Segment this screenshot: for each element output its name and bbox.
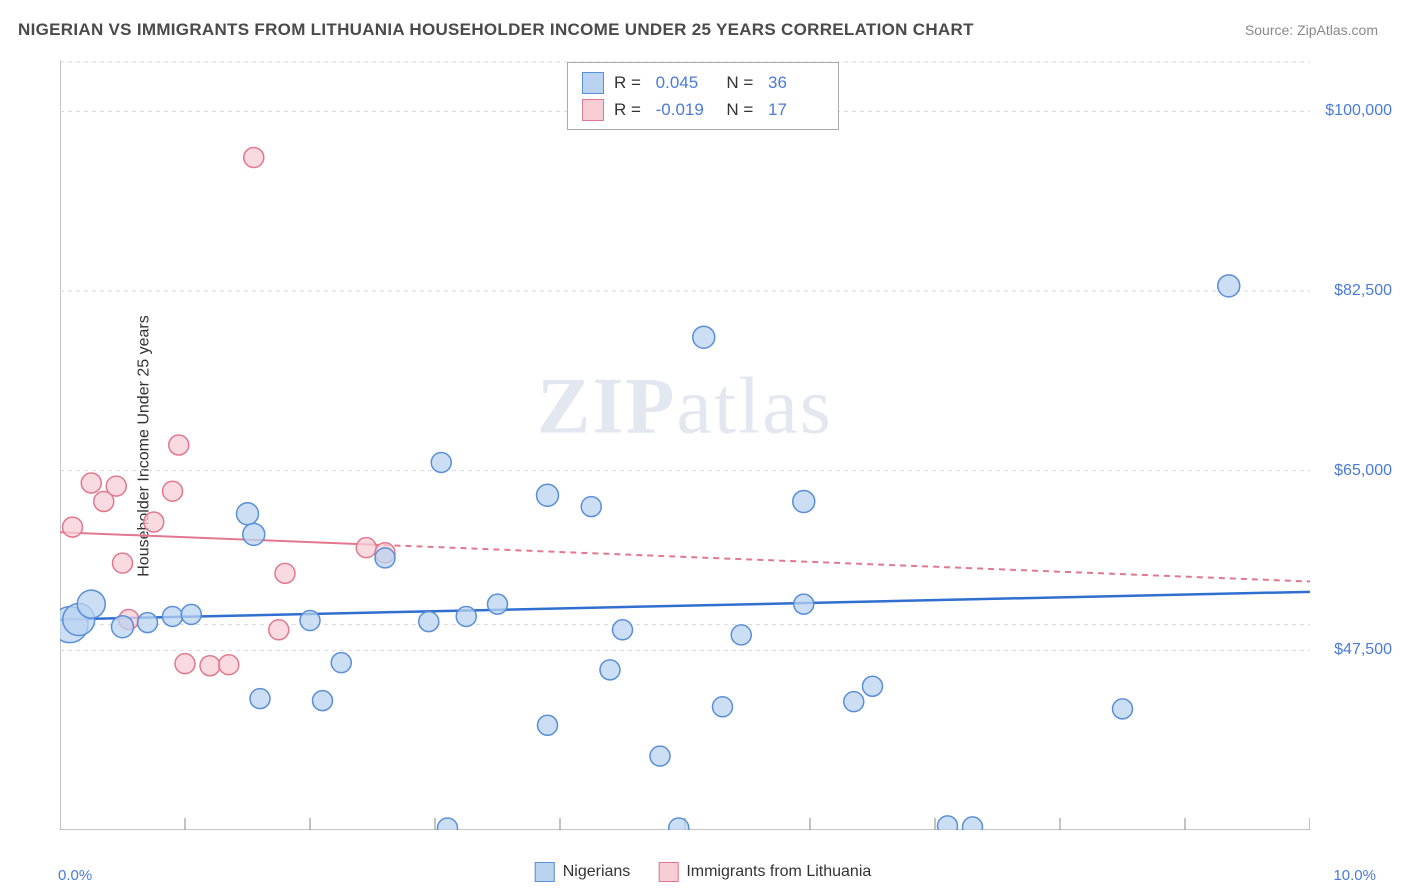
x-max-label: 10.0%: [1333, 867, 1376, 884]
y-tick-label: $82,500: [1334, 282, 1392, 300]
stats-row: R = -0.019 N = 17: [582, 96, 824, 123]
y-tick-label: $47,500: [1334, 641, 1392, 659]
swatch-icon: [658, 862, 678, 882]
swatch-icon: [582, 99, 604, 121]
source-label: Source: ZipAtlas.com: [1245, 22, 1378, 38]
legend-item: Immigrants from Lithuania: [658, 862, 871, 882]
legend-item: Nigerians: [535, 862, 631, 882]
scatter-plot: ZIPatlas $47,500$65,000$82,500$100,000: [60, 60, 1310, 830]
legend-label: Immigrants from Lithuania: [686, 863, 871, 881]
swatch-icon: [582, 72, 604, 94]
n-value: 36: [768, 69, 824, 96]
stats-row: R = 0.045 N = 36: [582, 69, 824, 96]
correlation-stats-box: R = 0.045 N = 36 R = -0.019 N = 17: [567, 62, 839, 130]
r-value: 0.045: [656, 69, 712, 96]
x-min-label: 0.0%: [58, 867, 92, 884]
legend: Nigerians Immigrants from Lithuania: [535, 862, 872, 882]
legend-label: Nigerians: [563, 863, 631, 881]
y-tick-label: $65,000: [1334, 462, 1392, 480]
y-tick-label: $100,000: [1325, 102, 1392, 120]
r-value: -0.019: [656, 96, 712, 123]
swatch-icon: [535, 862, 555, 882]
n-value: 17: [768, 96, 824, 123]
chart-title: NIGERIAN VS IMMIGRANTS FROM LITHUANIA HO…: [18, 20, 974, 40]
